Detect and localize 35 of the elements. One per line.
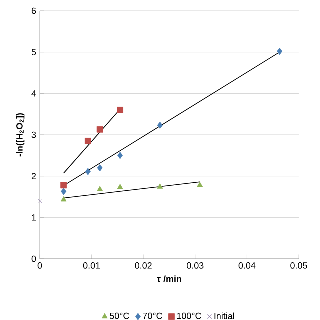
point [117,107,124,114]
y-tick-label: 3 [32,132,36,138]
legend-label: 70°C [143,312,162,320]
point [97,164,103,172]
x-axis-title: τ /min [157,276,182,282]
x-tick-label: 0.01 [83,262,100,269]
point [157,122,163,130]
point [277,48,283,56]
point [118,152,124,160]
point [60,182,68,189]
y-tick-label: 4 [32,90,36,97]
point [157,184,164,189]
point [38,198,42,204]
point [117,184,124,190]
point [197,182,204,188]
x-tick-label: 0.04 [238,262,256,269]
x-tick-label: 0.02 [135,262,152,269]
legend-label: Initial [214,312,234,320]
y-tick-label: 5 [32,49,36,56]
point [61,188,67,196]
point [96,126,104,133]
y-tick-label: 2 [32,173,36,180]
legend-label: 100°C [177,312,202,320]
y-tick-label: 1 [32,214,36,221]
y-tick-label: 0 [32,256,36,262]
point [97,186,104,192]
legend-label: 50°C [110,312,130,320]
point [84,138,92,144]
point [60,196,67,202]
x-tick-label: 0 [38,262,42,269]
point [85,168,91,176]
y-tick-label: 6 [32,8,36,14]
x-tick-label: 0.05 [290,262,308,269]
y-axis-title: -ln([H$_{2}$O$_{2}$]) [16,113,25,157]
x-tick-label: 0.03 [187,262,204,269]
